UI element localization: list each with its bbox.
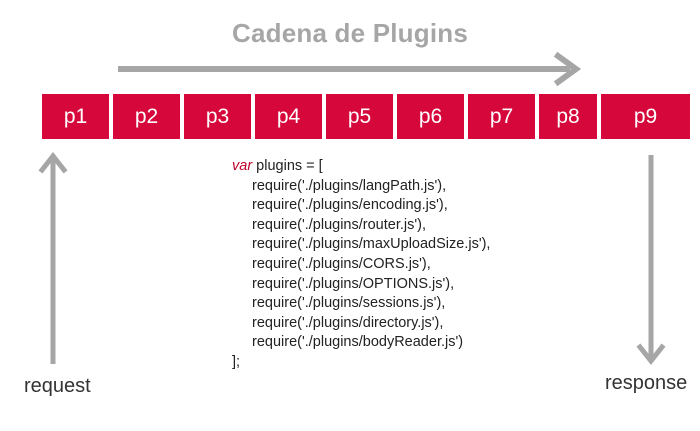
code-line: require('./plugins/router.js'), [252,216,426,233]
code-line: require('./plugins/langPath.js'), [252,177,447,194]
code-line: require('./plugins/CORS.js'), [252,255,431,272]
code-closing: ]; [232,353,241,370]
plugin-box-p8: p8 [539,94,597,139]
plugin-box-p4: p4 [255,94,322,139]
code-line: require('./plugins/maxUploadSize.js'), [252,236,491,253]
code-keyword: var [232,158,253,174]
code-block: var plugins = [require('./plugins/langPa… [232,157,490,373]
code-line: require('./plugins/sessions.js'), [252,295,446,312]
right-arrow-icon [118,52,582,86]
plugin-box-p7: p7 [468,94,535,139]
code-line: require('./plugins/directory.js'), [252,314,444,331]
code-line: require('./plugins/encoding.js'), [252,197,448,214]
code-line: require('./plugins/bodyReader.js') [252,334,464,351]
down-arrow-icon [636,155,666,366]
code-declaration: plugins = [ [252,158,323,174]
plugin-box-p5: p5 [326,94,393,139]
code-line: require('./plugins/OPTIONS.js'), [252,275,455,292]
request-label: request [24,375,91,397]
plugin-box-p3: p3 [184,94,251,139]
plugin-box-p2: p2 [113,94,180,139]
plugin-box-p1: p1 [42,94,109,139]
plugin-box-p6: p6 [397,94,464,139]
plugin-box-p9: p9 [601,94,690,139]
up-arrow-icon [38,152,68,364]
plugin-chain: p1 p2 p3 p4 p5 p6 p7 p8 p9 [42,94,690,139]
code-declaration-line: var plugins = [ [232,157,490,177]
diagram-title: Cadena de Plugins [231,18,468,48]
response-label: response [605,372,688,394]
